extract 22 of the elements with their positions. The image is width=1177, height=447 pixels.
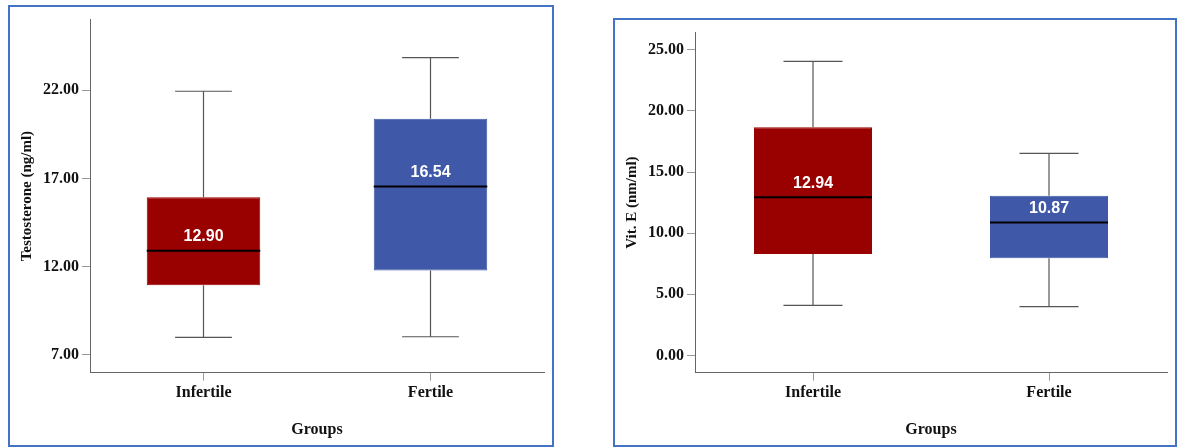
y-tick-label: 22.00 xyxy=(43,80,79,98)
y-tick-label: 12.00 xyxy=(43,256,79,274)
y-tick-label: 15.00 xyxy=(648,162,684,180)
x-tick-label: Fertile xyxy=(1026,383,1072,401)
annotation: 12.94 xyxy=(792,173,834,191)
x-axis-title: Groups xyxy=(291,419,343,438)
y-tick-label: 17.00 xyxy=(43,168,79,186)
annotation: 16.54 xyxy=(410,162,451,180)
y-tick-label: 10.00 xyxy=(648,223,684,241)
y-tick-label: 5.00 xyxy=(656,284,684,302)
y-tick-label: 0.00 xyxy=(656,345,684,363)
y-axis-title: Testosterone (ng/ml) xyxy=(17,130,35,262)
x-tick-label: Fertile xyxy=(407,383,454,401)
y-axis-title: Vit. E (nm/ml) xyxy=(622,156,640,249)
x-tick-label: Infertile xyxy=(785,383,841,401)
x-tick-label: Infertile xyxy=(175,383,232,401)
x-axis-title: Groups xyxy=(905,419,957,438)
y-tick-label: 25.00 xyxy=(648,39,684,57)
annotation: 10.87 xyxy=(1028,198,1070,216)
y-tick-label: 20.00 xyxy=(648,101,684,119)
y-tick-label: 7.00 xyxy=(51,345,79,363)
annotation: 12.90 xyxy=(183,227,224,245)
